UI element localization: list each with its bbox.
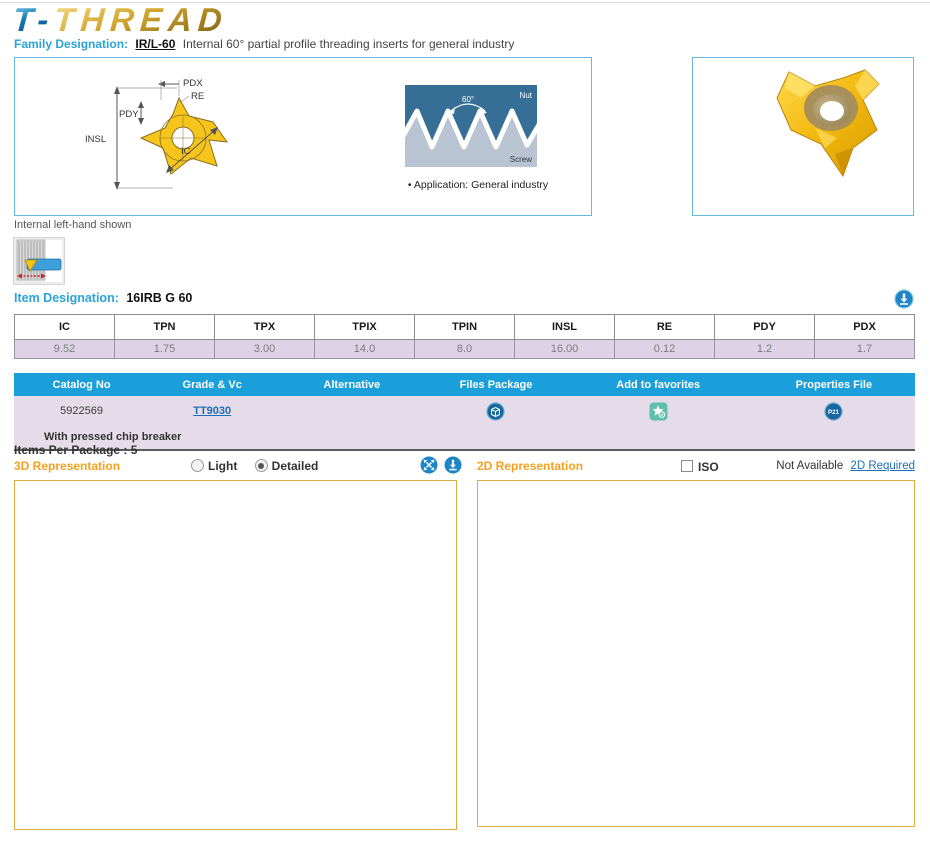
rep3d-toolbar — [418, 456, 462, 474]
spec-value: 14.0 — [314, 339, 415, 359]
family-description: Internal 60° partial profile threading i… — [182, 37, 515, 51]
diagram-label-insl: INSL — [85, 134, 106, 145]
thread-application-image: 60° Nut Screw — [405, 85, 537, 167]
spec-table: IC TPN TPX TPIX TPIN INSL RE PDY PDX 9.5… — [14, 314, 915, 359]
iso-checkbox-label[interactable]: ISO — [698, 460, 719, 474]
catalog-col-header: Catalog No — [14, 373, 150, 396]
3d-viewer-canvas[interactable] — [14, 480, 457, 830]
spec-value: 1.75 — [114, 339, 215, 359]
diagram-label-pdx: PDX — [183, 78, 203, 89]
logo-part-t: T- — [11, 1, 56, 38]
rep2d-status: Not Available 2D Required — [776, 460, 915, 472]
rep3d-mode-radios: Light Detailed — [191, 459, 332, 473]
spec-col-header: INSL — [514, 314, 615, 340]
spec-col-header: PDX — [814, 314, 915, 340]
insert-product-photo — [776, 69, 880, 178]
detailed-radio[interactable] — [254, 459, 268, 472]
catalog-col-header: Files Package — [428, 373, 564, 396]
iso-option: ISO — [681, 460, 719, 474]
files-package-icon[interactable] — [486, 401, 506, 421]
figure-caption: Internal left-hand shown — [14, 219, 132, 231]
light-radio-label[interactable]: Light — [208, 459, 238, 473]
fullscreen-icon[interactable] — [420, 456, 438, 474]
spec-value: 1.2 — [714, 339, 815, 359]
variant-thumbnail[interactable] — [13, 237, 65, 285]
catalog-note-row: With pressed chip breaker — [14, 426, 915, 450]
spec-value: 3.00 — [214, 339, 315, 359]
spec-value: 8.0 — [414, 339, 515, 359]
application-bullet: • — [407, 179, 412, 191]
spec-value-row: 9.52 1.75 3.00 14.0 8.0 16.00 0.12 1.2 1… — [14, 339, 915, 359]
catalog-data-row: 5922569 TT9030 — [14, 396, 915, 426]
item-designation-value: 16IRB G 60 — [126, 291, 193, 305]
spec-col-header: RE — [614, 314, 715, 340]
catalog-col-header: Add to favorites — [563, 373, 753, 396]
t-thread-logo: T-THREAD — [11, 1, 230, 38]
not-available-text: Not Available — [776, 460, 844, 472]
spec-col-header: TPN — [114, 314, 215, 340]
catalog-col-header: Alternative — [275, 373, 429, 396]
2d-required-link[interactable]: 2D Required — [850, 460, 915, 472]
light-radio[interactable] — [191, 459, 204, 472]
spec-header-row: IC TPN TPX TPIX TPIN INSL RE PDY PDX — [14, 314, 915, 340]
spec-value: 1.7 — [814, 339, 915, 359]
spec-col-header: TPIN — [414, 314, 515, 340]
logo-part-thread: THREAD — [53, 1, 230, 38]
rep3d-title: 3D Representation — [14, 459, 121, 473]
spec-col-header: IC — [14, 314, 115, 340]
spec-col-header: PDY — [714, 314, 815, 340]
model-download-icon[interactable] — [444, 456, 462, 474]
items-per-package: Items Per Package : 5 — [14, 443, 138, 457]
diagram-label-pdy: PDY — [119, 109, 139, 120]
add-to-favorites-icon[interactable] — [649, 402, 668, 421]
family-designation-line: Family Designation: IR/L-60 Internal 60°… — [14, 37, 514, 51]
diagram-panel: INSL PDY PDX RE IC — [14, 57, 592, 216]
application-text: Application: General industry — [413, 179, 549, 191]
diagram-label-ic: IC — [181, 146, 191, 157]
catalog-col-header: Properties File — [752, 373, 915, 396]
catalog-col-header: Grade & Vc — [149, 373, 276, 396]
item-designation-line: Item Designation: 16IRB G 60 — [14, 291, 192, 305]
grade-link[interactable]: TT9030 — [193, 405, 232, 417]
spec-col-header: TPIX — [314, 314, 415, 340]
spec-value: 0.12 — [614, 339, 715, 359]
chip-breaker-note: With pressed chip breaker — [14, 426, 915, 450]
insert-dimension-diagram: INSL PDY PDX RE IC — [85, 78, 229, 190]
iso-checkbox[interactable] — [681, 460, 693, 472]
catalog-number: 5922569 — [14, 396, 150, 426]
catalog-header-row: Catalog No Grade & Vc Alternative Files … — [14, 373, 915, 396]
thread-nut-label: Nut — [520, 91, 533, 100]
catalog-table: Catalog No Grade & Vc Alternative Files … — [14, 373, 915, 451]
spec-value: 9.52 — [14, 339, 115, 359]
2d-drawing-canvas — [477, 480, 915, 827]
family-designation-label: Family Designation: — [14, 37, 129, 51]
alternative-cell — [275, 396, 429, 426]
top-divider — [0, 2, 930, 3]
properties-badge-text: P21 — [828, 409, 840, 416]
spec-value: 16.00 — [514, 339, 615, 359]
properties-file-icon[interactable]: P21 — [824, 401, 843, 421]
thread-angle-label: 60° — [462, 95, 474, 104]
family-code-link[interactable]: IR/L-60 — [135, 37, 176, 51]
detailed-radio-label[interactable]: Detailed — [271, 459, 319, 473]
rep2d-title: 2D Representation — [477, 459, 584, 473]
spec-col-header: TPX — [214, 314, 315, 340]
diagram-label-re: RE — [191, 91, 204, 102]
product-photo-panel — [692, 57, 914, 216]
application-note: • Application: General industry — [383, 179, 573, 191]
item-designation-label: Item Designation: — [14, 291, 119, 305]
thumbnail-image — [14, 238, 64, 284]
thread-screw-label: Screw — [510, 155, 532, 164]
item-download-icon[interactable] — [894, 289, 914, 309]
